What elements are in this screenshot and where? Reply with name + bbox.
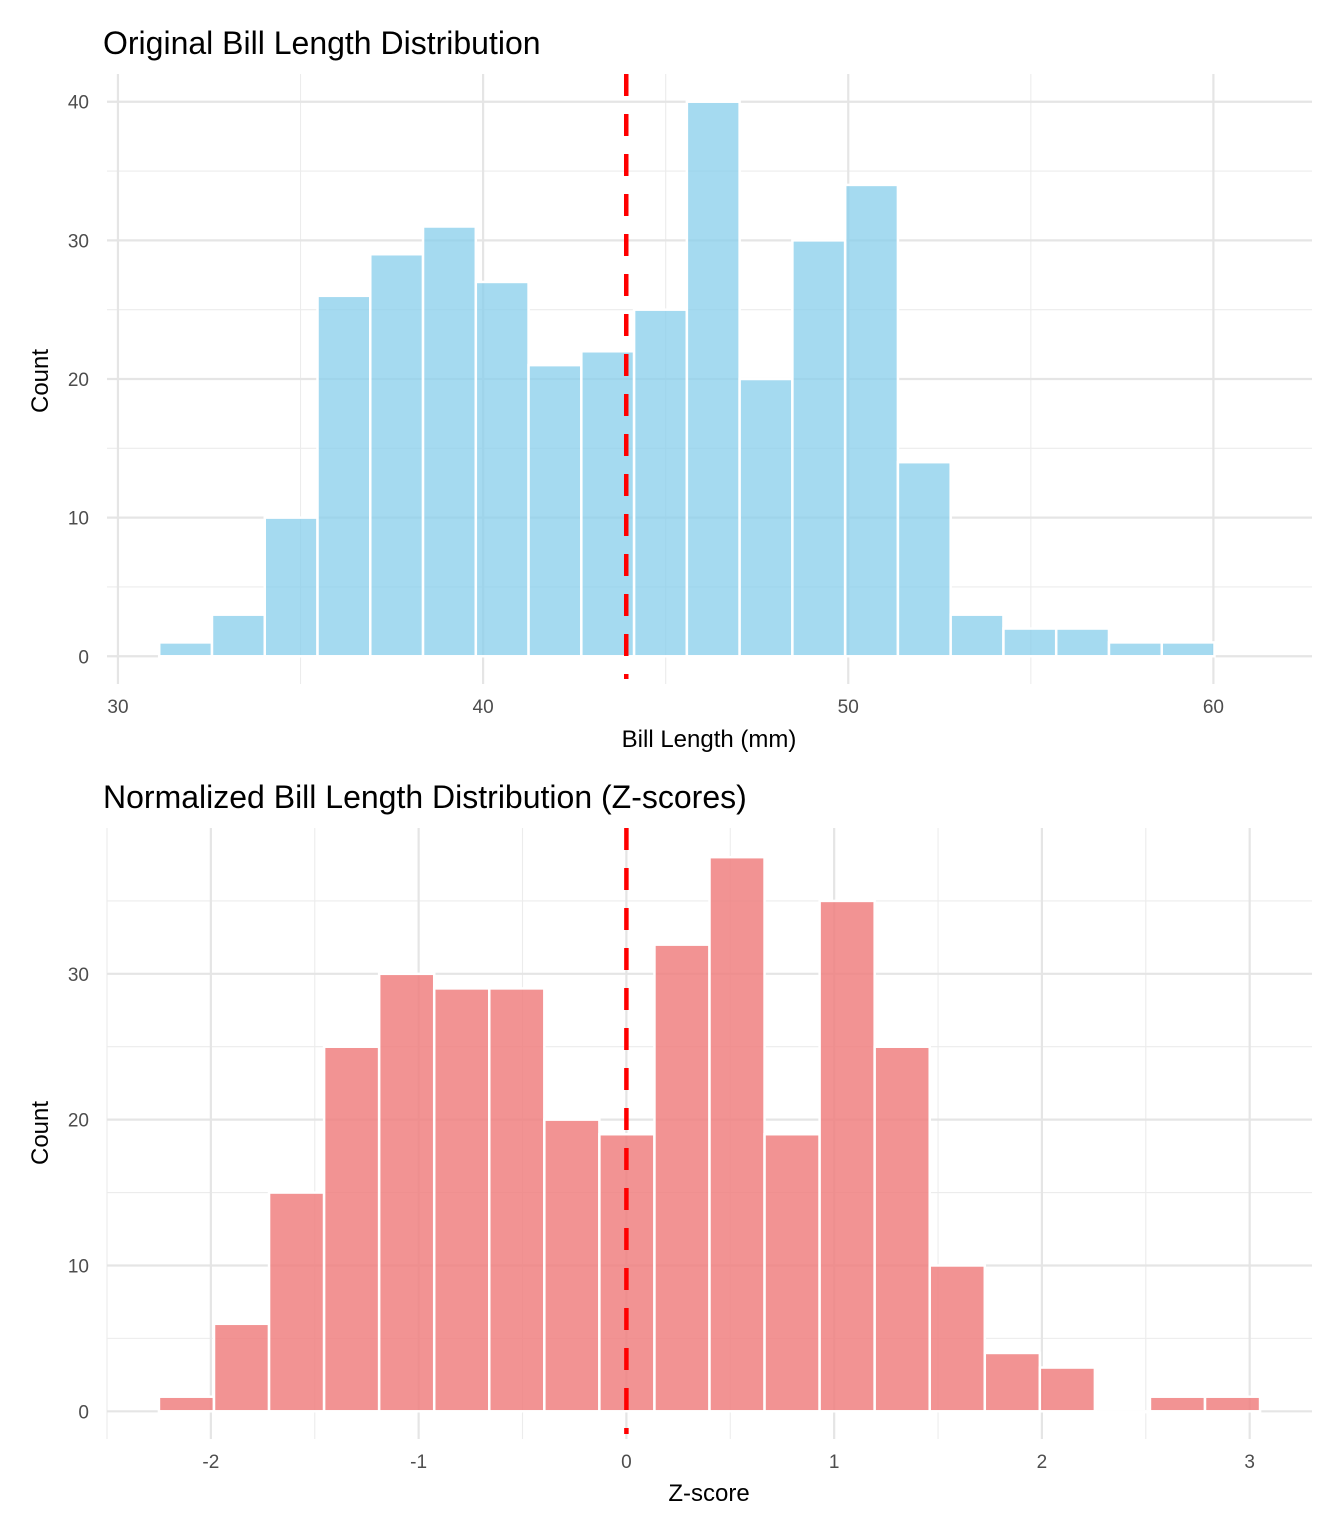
histogram-bar [873, 1045, 931, 1413]
y-tick-labels-original: 0 10 20 30 40 [68, 93, 89, 669]
x-tick-label: 0 [621, 1452, 632, 1473]
histogram-bar [1038, 1366, 1097, 1413]
histogram-bar [1148, 1395, 1207, 1413]
x-axis-title-original: Bill Length (mm) [622, 726, 797, 753]
y-tick-labels-normalized: 0 10 20 30 [68, 965, 89, 1423]
histogram-bar [543, 1118, 601, 1413]
histogram-bar [763, 1132, 821, 1413]
x-tick-label: -1 [410, 1452, 427, 1473]
chart-title-original: Original Bill Length Distribution [103, 25, 541, 61]
histogram-bar [1002, 627, 1058, 658]
x-tick-label: -2 [202, 1452, 219, 1473]
histogram-bar [791, 239, 847, 658]
histogram-bar [474, 280, 530, 658]
histogram-bar [818, 899, 876, 1413]
histogram-bar [708, 855, 766, 1413]
x-tick-label: 50 [838, 697, 859, 718]
histogram-bar [267, 1191, 326, 1413]
histogram-bar [212, 1322, 271, 1413]
panel-normalized: Normalized Bill Length Distribution (Z-s… [27, 779, 1312, 1507]
x-tick-label: 2 [1037, 1452, 1048, 1473]
histogram-bar [1203, 1395, 1262, 1413]
histogram-bar [432, 987, 491, 1413]
y-tick-label: 10 [68, 1256, 89, 1277]
histogram-bar [1054, 627, 1111, 658]
histogram-bar [263, 516, 319, 658]
histogram-bar [157, 641, 214, 658]
histogram-bar [421, 225, 478, 658]
y-tick-label: 30 [68, 965, 89, 986]
y-axis-title-original: Count [27, 349, 54, 413]
histogram-bar [653, 943, 711, 1413]
y-tick-label: 20 [68, 370, 89, 391]
y-tick-label: 20 [68, 1111, 89, 1132]
histogram-bar [1107, 641, 1163, 658]
x-tick-labels-original: 30 40 50 60 [107, 697, 1224, 718]
y-tick-label: 40 [68, 93, 89, 114]
bars-original [157, 100, 1216, 658]
histogram-bar [527, 363, 583, 658]
histogram-bar [377, 972, 436, 1413]
histogram-bar [1160, 641, 1216, 658]
x-tick-label: 30 [107, 697, 128, 718]
histogram-bar [685, 100, 741, 658]
histogram-bar [369, 252, 425, 658]
histogram-bar [949, 613, 1005, 658]
histogram-bar [316, 294, 372, 658]
histogram-bar [843, 183, 900, 658]
histogram-bar [322, 1045, 381, 1413]
histogram-bar [928, 1264, 987, 1413]
histogram-bar [896, 460, 952, 658]
x-tick-label: 60 [1203, 697, 1224, 718]
x-axis-title-normalized: Z-score [668, 1480, 749, 1507]
y-tick-label: 0 [78, 647, 89, 668]
bars-normalized [157, 855, 1262, 1414]
y-tick-label: 10 [68, 509, 89, 530]
y-tick-label: 0 [78, 1402, 89, 1423]
histogram-bar [632, 308, 689, 658]
x-tick-label: 40 [473, 697, 494, 718]
panel-original: Original Bill Length Distribution 30 40 50… [27, 25, 1312, 753]
y-axis-title-normalized: Count [27, 1101, 54, 1165]
histogram-bar [488, 987, 546, 1413]
histogram-bar [210, 613, 266, 658]
chart-title-normalized: Normalized Bill Length Distribution (Z-s… [103, 779, 747, 815]
histogram-bar [738, 377, 794, 658]
histogram-bar [157, 1395, 216, 1413]
x-tick-labels-normalized: -2 -1 0 1 2 3 [202, 1452, 1255, 1473]
x-tick-label: 3 [1244, 1452, 1255, 1473]
x-tick-label: 1 [829, 1452, 840, 1473]
histogram-bar [1093, 1410, 1152, 1414]
histogram-bar [983, 1351, 1042, 1413]
y-tick-label: 30 [68, 231, 89, 252]
